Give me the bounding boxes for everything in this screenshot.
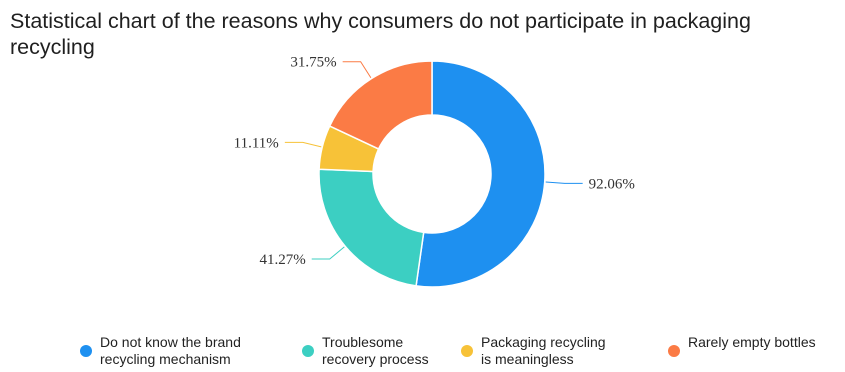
legend-label: Packaging recycling is meaningless (481, 334, 606, 367)
slice-do-not-know-the-brand-recycling-mechanism[interactable] (415, 60, 546, 288)
slice-rarely-empty-bottles[interactable] (328, 60, 433, 150)
data-label-rarely-empty-bottles: 31.75% (290, 55, 336, 71)
legend-item-empty-bottles[interactable]: Rarely empty bottles (668, 334, 816, 357)
chart-title: Statistical chart of the reasons why con… (10, 9, 751, 59)
donut-chart: 92.06% 41.27% 11.11% 31.75% (234, 55, 635, 288)
leader-line-troublesome-recovery-process (311, 246, 345, 260)
legend-item-troublesome-process[interactable]: Troublesome recovery process (302, 334, 429, 368)
legend-label: Do not know the brand recycling mechanis… (100, 334, 241, 367)
legend-swatch (80, 345, 92, 357)
slice-troublesome-recovery-process[interactable] (318, 168, 425, 287)
leader-line-rarely-empty-bottles (342, 61, 372, 79)
data-label-do-not-know-the-brand-recycling-mechanism: 92.06% (589, 176, 635, 192)
leader-line-packaging-recycling-is-meaningless (284, 141, 322, 148)
legend-item-brand-mechanism[interactable]: Do not know the brand recycling mechanis… (80, 334, 241, 368)
legend-swatch (668, 345, 680, 357)
legend-label: Troublesome recovery process (322, 334, 429, 367)
data-label-troublesome-recovery-process: 41.27% (259, 252, 305, 268)
legend-swatch (302, 345, 314, 357)
data-label-packaging-recycling-is-meaningless: 11.11% (234, 135, 279, 151)
legend-swatch (461, 345, 473, 357)
legend-label: Rarely empty bottles (688, 334, 816, 350)
leader-line-do-not-know-the-brand-recycling-mechanism (545, 181, 583, 184)
legend-item-meaningless[interactable]: Packaging recycling is meaningless (461, 334, 606, 368)
chart-legend: Do not know the brand recycling mechanis… (0, 334, 845, 372)
